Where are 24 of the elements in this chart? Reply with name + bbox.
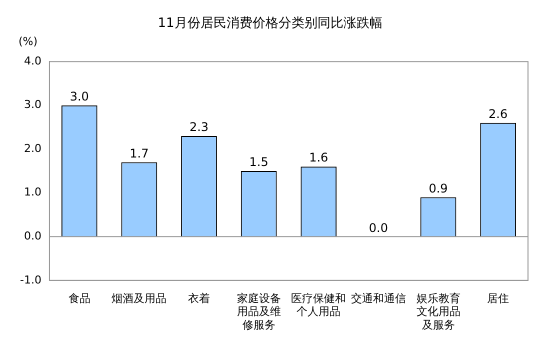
data-label: 3.0 [70,89,89,104]
data-label: 1.5 [249,155,268,170]
y-tick-label: 1.0 [24,186,42,199]
x-tick-label: 娱乐教育文化用品及服务 [416,292,460,332]
data-label: 1.6 [309,150,328,165]
y-tick-label: -1.0 [20,273,42,286]
x-tick-label: 食品 [68,292,90,305]
data-label: 0.0 [368,220,388,235]
y-axis-title: (%) [18,34,38,48]
x-tick-label: 衣着 [188,292,210,305]
data-label: 1.7 [130,146,149,160]
x-tick-label: 医疗保健和个人用品 [291,292,346,318]
chart-title: 11月份居民消费价格分类别同比涨跌幅 [158,16,382,32]
x-tick-label: 家庭设备用品及维修服务 [236,292,281,332]
data-label: 2.6 [488,106,508,121]
y-tick-label: 4.0 [24,54,42,68]
x-tick-label: 烟酒及用品 [112,292,167,305]
y-tick-label: 2.0 [24,142,42,155]
x-tick-label: 居住 [487,292,510,305]
data-label: 2.3 [189,120,209,134]
y-tick-label: 0.0 [24,230,42,242]
x-tick-label: 交通和通信 [350,292,406,305]
y-tick-label: 3.0 [24,98,42,112]
data-label: 0.9 [428,181,448,196]
